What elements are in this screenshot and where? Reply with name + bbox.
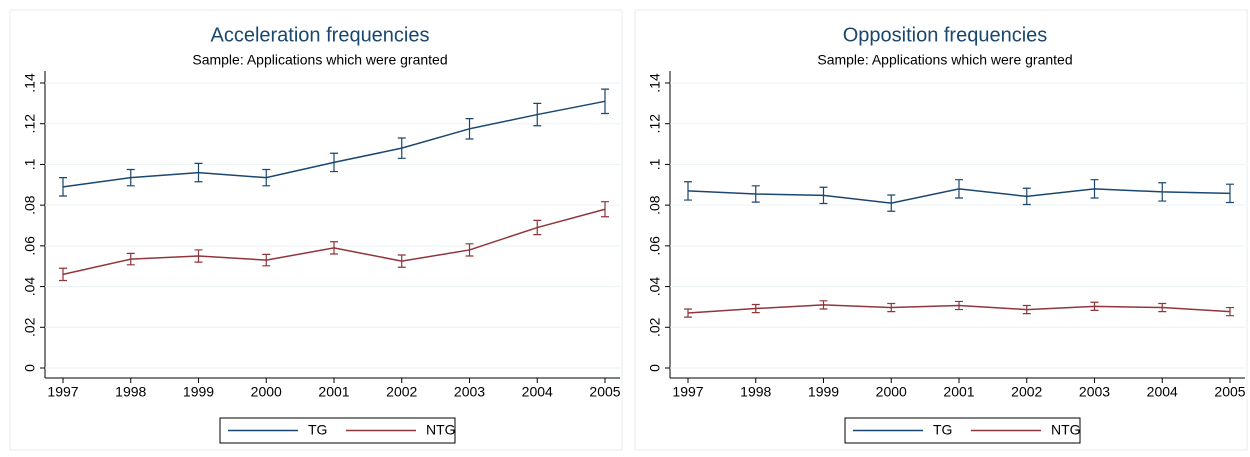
- error-bar: [1022, 187, 1031, 206]
- error-bar: [819, 300, 828, 310]
- y-tick-label: .1: [22, 158, 38, 170]
- error-bar: [601, 88, 609, 115]
- error-bar: [819, 186, 828, 205]
- error-bar: [684, 308, 692, 318]
- y-tick-label: .1: [647, 158, 663, 170]
- x-tick-label: 1997: [47, 384, 78, 400]
- error-bar: [126, 252, 135, 266]
- x-tick-label: 1999: [183, 384, 214, 400]
- error-bar: [955, 300, 963, 311]
- y-tick-label: .14: [22, 73, 38, 93]
- y-tick-label: 0: [22, 364, 38, 372]
- x-tick-label: 2005: [1214, 384, 1245, 400]
- error-bar: [533, 219, 542, 236]
- x-tick-label: 2000: [876, 384, 907, 400]
- error-bar: [1226, 183, 1234, 204]
- error-bar: [465, 118, 474, 140]
- error-bar: [330, 241, 338, 255]
- panel: Opposition frequencies Sample: Applicatio…: [634, 9, 1248, 451]
- error-bar: [1158, 302, 1167, 313]
- y-tick-label: .12: [22, 114, 38, 134]
- x-tick-label: 2001: [943, 384, 974, 400]
- x-tick-label: 2004: [1147, 384, 1178, 400]
- error-bar: [59, 267, 67, 282]
- y-tick-label: .06: [22, 236, 38, 256]
- error-bar: [1090, 179, 1099, 199]
- y-tick-label: .04: [647, 277, 663, 297]
- y-tick-label: .02: [22, 317, 38, 337]
- x-tick-label: 2002: [1011, 384, 1042, 400]
- y-tick-label: .08: [22, 195, 38, 215]
- y-tick-label: .04: [22, 277, 38, 297]
- error-bar: [262, 253, 271, 267]
- error-bar: [262, 168, 271, 187]
- y-tick-label: .02: [647, 317, 663, 337]
- chart-title: Opposition frequencies: [843, 24, 1048, 46]
- legend-label: TG: [933, 422, 952, 438]
- error-bar: [601, 201, 609, 218]
- x-tick-label: 2003: [1079, 384, 1110, 400]
- error-bar: [194, 162, 203, 183]
- x-tick-label: 1998: [740, 384, 771, 400]
- y-tick-label: .08: [647, 195, 663, 215]
- x-tick-label: 1997: [672, 384, 703, 400]
- y-tick-label: .06: [647, 236, 663, 256]
- y-tick-label: .14: [647, 73, 663, 93]
- error-bar: [1090, 301, 1099, 311]
- x-tick-label: 1999: [808, 384, 839, 400]
- legend-label: TG: [308, 422, 327, 438]
- error-bar: [1022, 304, 1031, 315]
- y-tick-label: 0: [647, 364, 663, 372]
- chart-subtitle: Sample: Applications which were granted: [817, 52, 1072, 68]
- error-bar: [751, 185, 760, 203]
- error-bar: [887, 194, 896, 212]
- error-bar: [533, 102, 542, 127]
- error-bar: [751, 303, 760, 314]
- error-bar: [684, 181, 692, 201]
- error-bar: [397, 137, 406, 159]
- legend-label: NTG: [1051, 422, 1081, 438]
- x-tick-label: 2004: [522, 384, 553, 400]
- x-tick-label: 2000: [251, 384, 282, 400]
- error-bar: [1158, 182, 1167, 202]
- x-tick-label: 2003: [454, 384, 485, 400]
- x-tick-label: 1998: [115, 384, 146, 400]
- error-bar: [194, 249, 203, 263]
- error-bar: [126, 168, 135, 187]
- error-bar: [1226, 306, 1234, 317]
- legend-label: NTG: [426, 422, 456, 438]
- error-bar: [59, 177, 67, 197]
- error-bar: [887, 302, 896, 313]
- y-tick-label: .12: [647, 114, 663, 134]
- x-tick-label: 2001: [318, 384, 349, 400]
- panel: Acceleration frequencies Sample: Applicat…: [9, 9, 623, 451]
- chart-subtitle: Sample: Applications which were granted: [192, 52, 447, 68]
- chart-title: Acceleration frequencies: [210, 24, 429, 46]
- x-tick-label: 2005: [589, 384, 620, 400]
- error-bar: [955, 179, 963, 199]
- error-bar: [330, 152, 338, 173]
- error-bar: [397, 254, 406, 268]
- error-bar: [465, 243, 474, 257]
- x-tick-label: 2002: [386, 384, 417, 400]
